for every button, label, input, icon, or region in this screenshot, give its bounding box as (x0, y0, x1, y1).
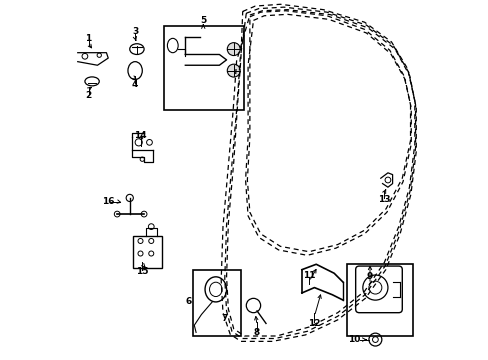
Bar (163, 26, 244, 110)
Bar (133, 235, 162, 268)
Text: 9: 9 (366, 272, 372, 281)
Bar (346, 264, 412, 336)
Text: 8: 8 (253, 328, 260, 337)
Bar (192, 270, 241, 336)
Text: 2: 2 (85, 91, 91, 100)
Text: 5: 5 (200, 16, 206, 25)
Text: 4: 4 (132, 81, 138, 90)
Text: 12: 12 (307, 319, 320, 328)
Text: 16: 16 (102, 197, 114, 206)
Circle shape (227, 64, 240, 77)
Text: 11: 11 (302, 270, 315, 279)
Text: 3: 3 (132, 27, 138, 36)
Text: 14: 14 (134, 131, 146, 140)
Text: 1: 1 (85, 34, 91, 43)
Text: 13: 13 (377, 195, 390, 204)
Text: 15: 15 (136, 267, 148, 276)
Text: 7: 7 (221, 314, 227, 323)
Text: 10: 10 (347, 335, 359, 344)
Text: 6: 6 (185, 297, 192, 306)
Circle shape (227, 42, 240, 55)
